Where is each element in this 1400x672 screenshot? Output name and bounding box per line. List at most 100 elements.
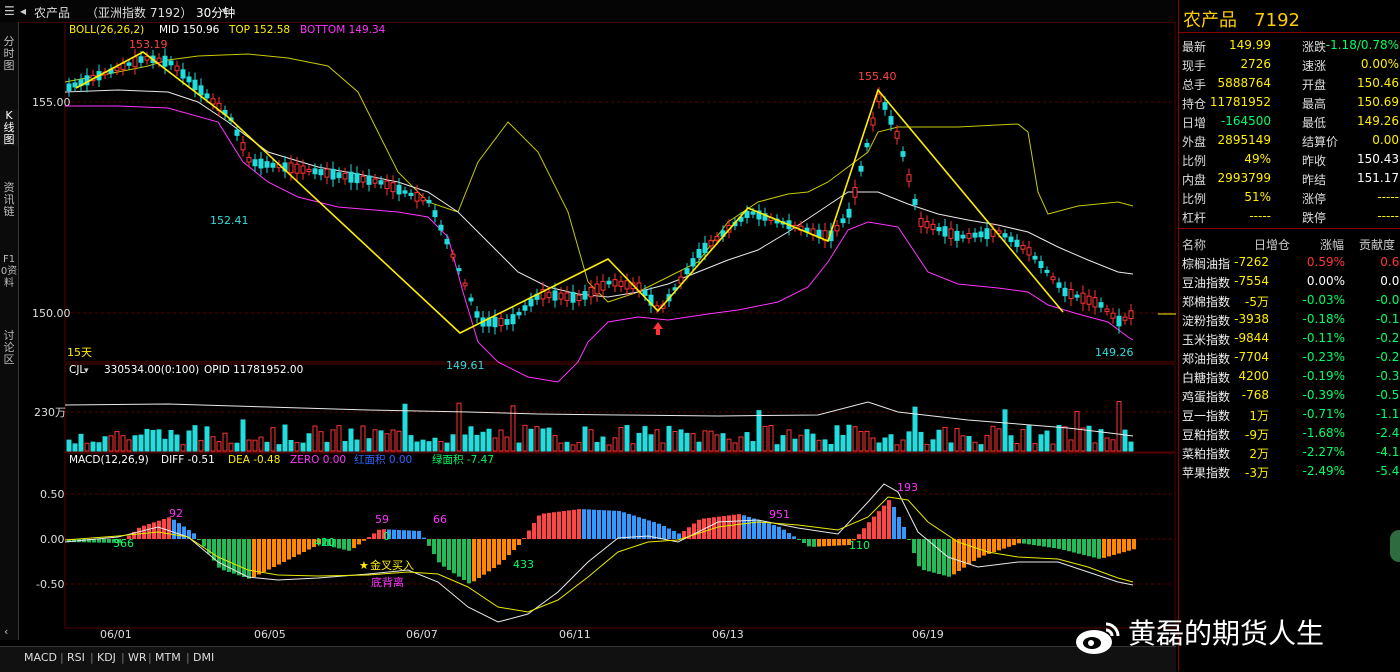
candle-body [438, 224, 444, 231]
quote-label: 内盘 [1182, 173, 1207, 187]
list-item[interactable]: 棕榈油指-7262 0.59% 0.60 [1179, 253, 1400, 272]
quote-value: 49% [1244, 152, 1271, 166]
list-item[interactable]: 淀粉指数-3938 -0.18% -0.18 [1179, 310, 1400, 329]
macd-bar [422, 537, 426, 539]
volume-bar [642, 426, 648, 452]
volume-bar [342, 440, 348, 452]
quote-label: 比例 [1182, 154, 1207, 168]
date-0605: 06/05 [254, 628, 286, 640]
macd-bar [102, 539, 106, 543]
tab-kline[interactable]: K线图 [0, 110, 18, 146]
period-dropdown-icon[interactable]: ▾ [222, 6, 228, 17]
volume-dropdown-icon[interactable]: ▾ [84, 366, 89, 376]
quote-value: -1.18/0.78% [1325, 38, 1399, 52]
indicator-macd[interactable]: MACD [24, 651, 57, 664]
macd-bar [1012, 539, 1016, 546]
macd-bar [1002, 539, 1006, 549]
volume-bar [726, 438, 732, 452]
list-item-contribution: 0.60 [1380, 255, 1400, 269]
indicator-kdj[interactable]: KDJ [97, 651, 116, 664]
macd-bar [1097, 539, 1101, 559]
macd-bar [642, 518, 646, 539]
volume-bar [606, 444, 612, 452]
macd-bar [942, 539, 946, 576]
candle-body [540, 289, 546, 300]
list-item-oi: 1万 [1249, 409, 1269, 423]
volume-bar [444, 442, 450, 452]
macd-bar [897, 517, 901, 539]
macd-bar [722, 516, 726, 539]
volume-bar [414, 441, 420, 452]
macd-bar [307, 539, 311, 550]
volume-bar [234, 442, 240, 452]
macd-bar [217, 539, 221, 568]
open-interest-line [64, 401, 1134, 437]
list-item[interactable]: 玉米指数-9844 -0.11% -0.20 [1179, 329, 1400, 348]
volume-bar [858, 431, 864, 452]
quote-row: 比例 49% 昨收 150.43 [1179, 150, 1400, 169]
list-item[interactable]: 豆油指数-7554 0.00% 0.00 [1179, 272, 1400, 291]
indicator-dmi[interactable]: DMI [193, 651, 215, 664]
list-item-oi: -5万 [1245, 295, 1269, 309]
indicator-mtm[interactable]: MTM [155, 651, 181, 664]
quote-row: 杠杆 ----- 跌停 ----- [1179, 207, 1400, 226]
collapse-icon[interactable]: ‹ [4, 625, 9, 638]
candle-body [1092, 297, 1098, 308]
prev-icon[interactable]: ◂ [20, 4, 27, 18]
macd-bar [692, 523, 696, 539]
candle-body [960, 234, 966, 239]
list-item[interactable]: 鸡蛋指数 -768 -0.39% -0.52 [1179, 386, 1400, 405]
macd-bar [772, 525, 776, 539]
macd-bar [792, 536, 796, 539]
macd-bar [532, 523, 536, 539]
volume-bar [564, 441, 570, 452]
volume-bar [396, 430, 402, 452]
list-item[interactable]: 白糖指数 4200 -0.19% -0.31 [1179, 367, 1400, 386]
kline-chart[interactable]: 155.00 150.00 230万 0.50 0.00 -0.50 BOLL(… [18, 22, 1176, 640]
period-selector[interactable]: 30分钟 [196, 6, 236, 20]
macd-bar [502, 539, 506, 560]
macd-bar [267, 539, 271, 570]
list-item[interactable]: 郑油指数-7704 -0.23% -0.28 [1179, 348, 1400, 367]
tab-f10[interactable]: F10资料 [0, 254, 18, 289]
boll-top: TOP 152.58 [228, 24, 290, 36]
volume-bar [582, 426, 588, 452]
macd-bar [1082, 539, 1086, 555]
volume-bar [864, 430, 870, 452]
date-0601: 06/01 [100, 628, 132, 640]
tab-discussion[interactable]: 讨论区 [3, 329, 15, 366]
list-item-name: 棕榈油指 [1182, 257, 1231, 271]
list-item[interactable]: 豆粕指数 -9万 -1.68% -2.46 [1179, 424, 1400, 443]
candle-body [1128, 310, 1134, 319]
volume-bar [594, 442, 600, 452]
candle-body [114, 66, 120, 71]
candle-body [546, 291, 552, 299]
list-item[interactable]: 郑棉指数 -5万 -0.03% -0.04 [1179, 291, 1400, 310]
volume-bar [540, 428, 546, 452]
volume-bar [720, 433, 726, 452]
candle-body [882, 102, 888, 110]
list-item[interactable]: 苹果指数 -3万 -2.49% -5.43 [1179, 462, 1400, 481]
candle-body [750, 211, 756, 215]
macd-bar [582, 509, 586, 539]
macd-bar [482, 539, 486, 575]
indicator-rsi[interactable]: RSI [67, 651, 85, 664]
macd-bar [807, 539, 811, 547]
macd-bar [1092, 539, 1096, 558]
candle-body [378, 180, 384, 185]
macd-red-area: 红面积 0.00 [354, 453, 412, 466]
list-item[interactable]: 豆一指数 1万 -0.71% -1.19 [1179, 405, 1400, 424]
macd-bar [952, 539, 956, 575]
candle-body [252, 159, 258, 167]
menu-icon[interactable]: ☰ [4, 4, 15, 18]
list-item[interactable]: 菜粕指数 2万 -2.27% -4.14 [1179, 443, 1400, 462]
macd-bar [752, 518, 756, 539]
macd-bar [292, 539, 296, 557]
tab-timeshare[interactable]: 分时图 [3, 35, 15, 72]
volume-bar [198, 439, 204, 452]
tab-news[interactable]: 资讯链 [3, 181, 15, 218]
candle-body [192, 79, 198, 91]
side-float-button[interactable] [1390, 530, 1400, 562]
indicator-wr[interactable]: WR [128, 651, 147, 664]
volume-bar [1086, 425, 1092, 452]
